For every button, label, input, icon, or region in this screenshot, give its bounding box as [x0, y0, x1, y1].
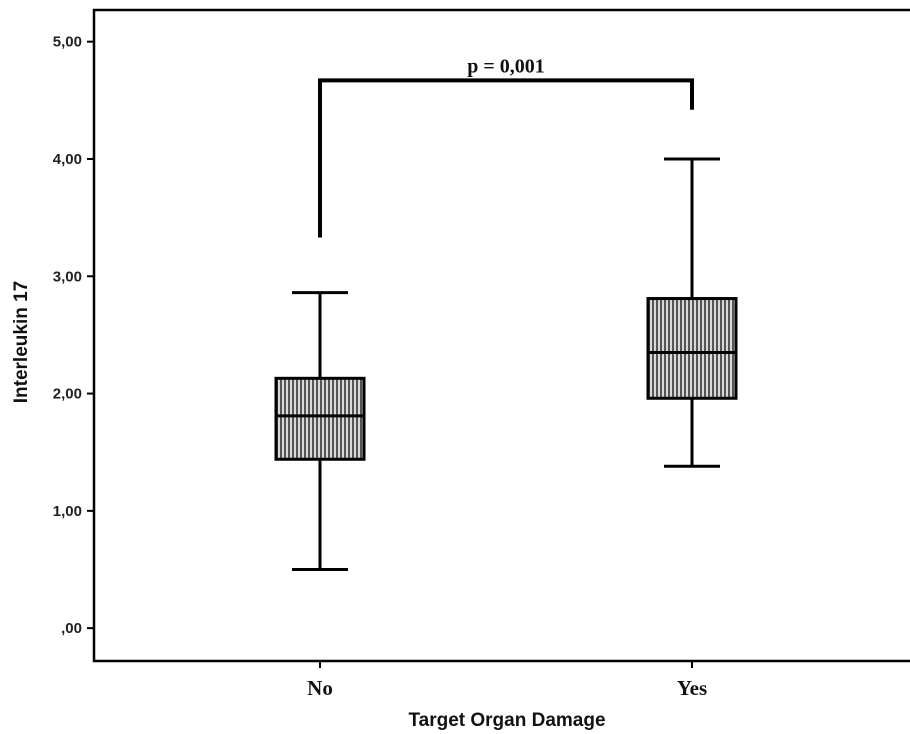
iqr-box	[274, 376, 366, 461]
y-tick-label: 3,00	[53, 268, 82, 285]
x-axis-ticks: No Yes	[307, 661, 707, 700]
plot-frame	[92, 8, 910, 663]
box-yes	[646, 157, 738, 468]
x-tick-label: No	[307, 676, 333, 700]
x-tick-label: Yes	[677, 676, 707, 700]
box-no	[274, 291, 366, 572]
box-series	[274, 157, 738, 572]
significance-bracket	[318, 78, 694, 238]
y-tick-label: 1,00	[53, 503, 82, 520]
y-tick-label: 2,00	[53, 386, 82, 403]
y-tick-label: 5,00	[53, 34, 82, 51]
y-tick-label: ,00	[61, 620, 82, 637]
y-axis-ticks: ,00 1,00 2,00 3,00 4,00 5,00	[53, 34, 94, 637]
iqr-box	[646, 297, 738, 400]
y-axis-title: Interleukin 17	[11, 281, 32, 404]
x-axis-title: Target Organ Damage	[408, 710, 605, 731]
y-tick-label: 4,00	[53, 151, 82, 168]
significance-annotation: p = 0,001	[318, 55, 694, 238]
p-value-label: p = 0,001	[467, 55, 545, 77]
